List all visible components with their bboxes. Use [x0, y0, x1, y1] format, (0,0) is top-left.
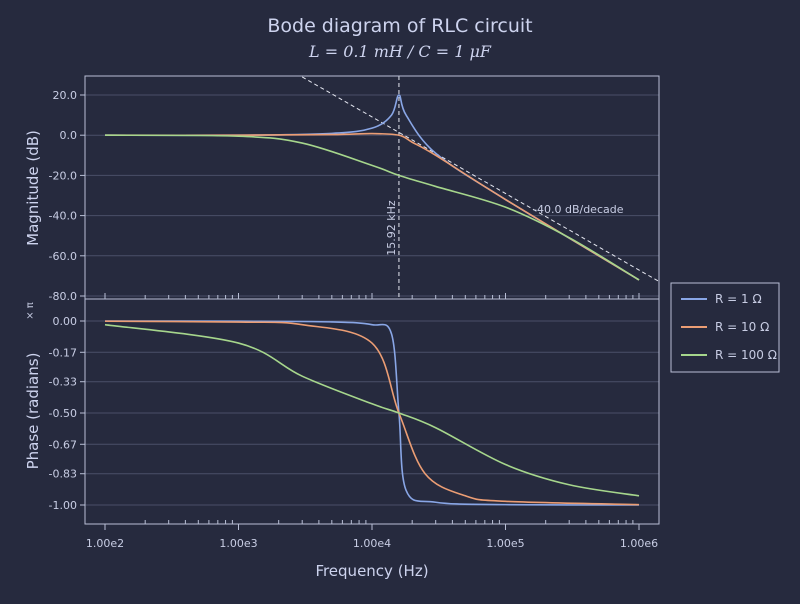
magnitude-series	[104, 94, 640, 281]
x-tick-label: 1.00e4	[353, 537, 391, 550]
phase-y-ticks: 0.00 -0.17 -0.33 -0.50 -0.67 -0.83 -1.00	[49, 315, 85, 512]
phase-tick-label: -0.17	[49, 346, 77, 359]
phase-tick-label: -1.00	[49, 499, 77, 512]
phase-series	[104, 320, 640, 506]
phase-tick-label: -0.33	[49, 376, 77, 389]
magnitude-tick-label: -80.0	[49, 290, 77, 303]
phase-y-axis-label: Phase (radians)	[24, 353, 42, 470]
phase-grid	[85, 320, 659, 506]
magnitude-y-ticks: 20.0 0.0 -20.0 -40.0 -60.0 -80.0	[49, 89, 85, 303]
asymptote-line	[301, 76, 660, 282]
x-tick-label: 1.00e5	[486, 537, 524, 550]
magnitude-tick-label: -20.0	[49, 169, 77, 182]
magnitude-plot-frame	[84, 75, 660, 300]
magnitude-tick-label: -40.0	[49, 210, 77, 223]
x-axis-label: Frequency (Hz)	[315, 562, 428, 580]
resonance-label: 15.92 kHz	[385, 200, 398, 256]
legend-label-r-100: R = 100 Ω	[715, 348, 777, 362]
magnitude-tick-label: 0.0	[60, 129, 78, 142]
magnitude-line-r-100	[104, 134, 640, 281]
chart-title: Bode diagram of RLC circuit	[267, 15, 532, 37]
x-tick-label: 1.00e2	[86, 537, 124, 550]
asymptote-label: -40.0 dB/decade	[533, 203, 624, 216]
chart-subtitle: L = 0.1 mH / C = 1 μF	[308, 42, 492, 61]
magnitude-tick-label: 20.0	[53, 89, 78, 102]
phase-line-r-100	[104, 323, 640, 497]
x-tick-label: 1.00e3	[219, 537, 257, 550]
phase-unit-label: × π	[25, 302, 36, 320]
phase-tick-label: -0.67	[49, 438, 77, 451]
magnitude-line-r-1	[104, 94, 640, 281]
x-ticks: 1.00e2 1.00e3 1.00e4 1.00e5 1.00e6	[86, 293, 658, 550]
x-tick-label: 1.00e6	[620, 537, 658, 550]
magnitude-y-axis-label: Magnitude (dB)	[24, 130, 42, 246]
magnitude-tick-label: -60.0	[49, 250, 77, 263]
phase-tick-label: 0.00	[53, 315, 78, 328]
legend: R = 1 Ω R = 10 Ω R = 100 Ω	[670, 282, 780, 373]
legend-label-r-10: R = 10 Ω	[715, 320, 769, 334]
legend-label-r-1: R = 1 Ω	[715, 292, 762, 306]
phase-tick-label: -0.50	[49, 407, 77, 420]
magnitude-annotations: 15.92 kHz -40.0 dB/decade	[301, 76, 660, 299]
phase-tick-label: -0.83	[49, 468, 77, 481]
phase-line-r-1	[104, 320, 640, 506]
magnitude-line-r-10	[104, 132, 640, 281]
magnitude-grid	[85, 94, 659, 297]
